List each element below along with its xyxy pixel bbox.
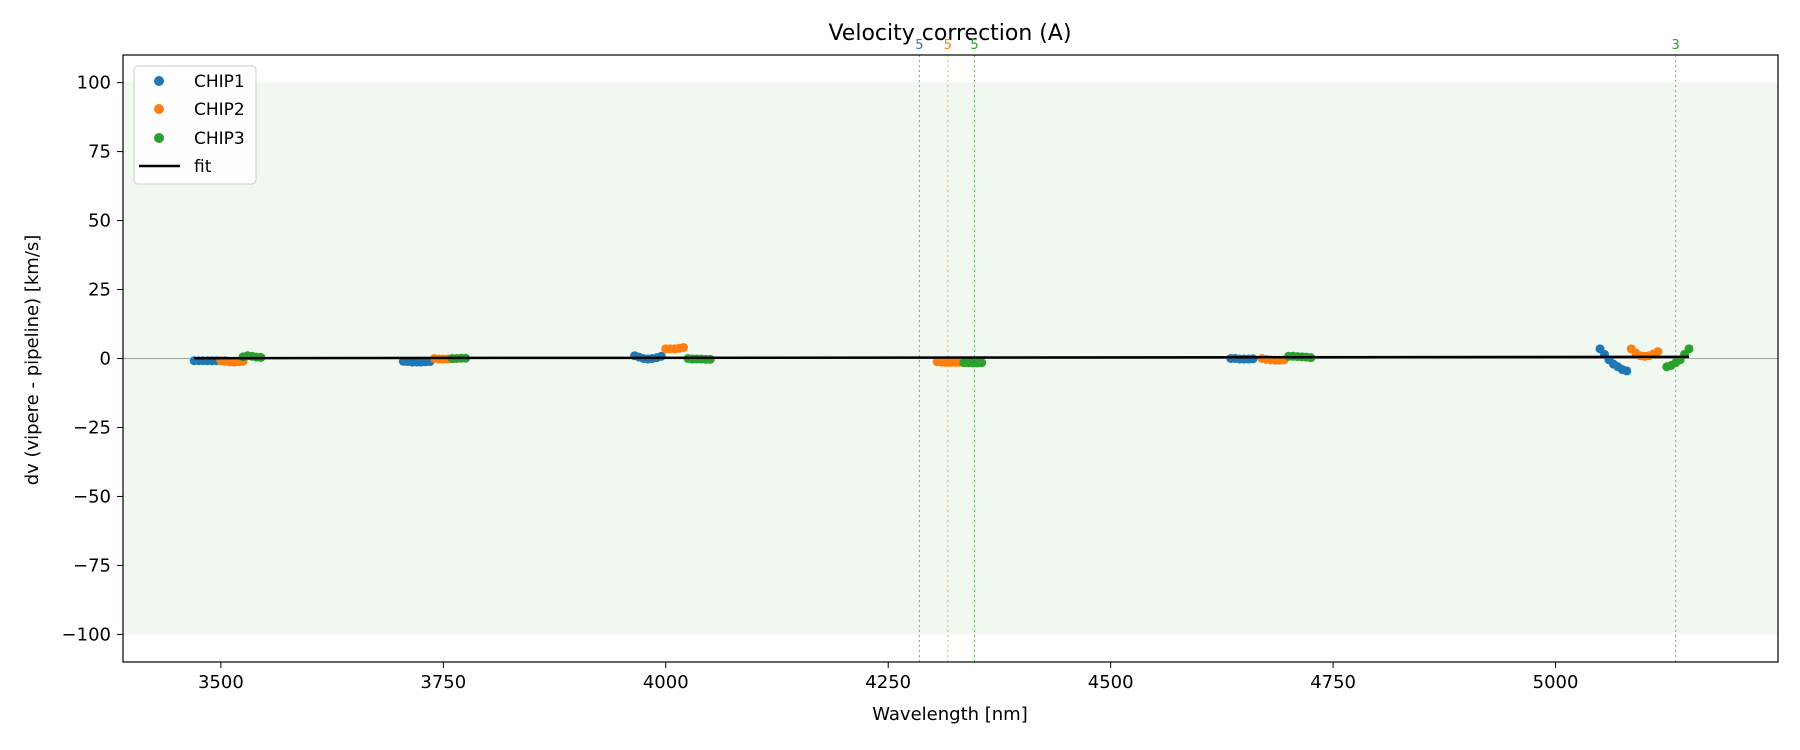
flag-label: 5 — [970, 38, 978, 53]
y-tick-label: −75 — [73, 555, 111, 576]
legend-marker-chip3 — [154, 133, 164, 143]
y-tick-label: 25 — [88, 280, 111, 301]
y-axis-ticks: 100 75 50 25 0 −25 −50 −75 −100 — [62, 73, 123, 645]
legend: CHIP1 CHIP2 CHIP3 fit — [133, 65, 257, 185]
legend-label-fit: fit — [194, 157, 212, 177]
y-axis-label: dv (vipere - pipeline) [km/s] — [22, 235, 43, 486]
point-chip3 — [1684, 344, 1694, 354]
y-tick-label: −25 — [73, 417, 111, 438]
legend-label-chip2: CHIP2 — [194, 100, 245, 120]
legend-marker-chip1 — [154, 76, 164, 86]
point-chip3 — [705, 354, 715, 364]
y-tick-label: 75 — [88, 142, 111, 163]
legend-label-chip3: CHIP3 — [194, 129, 245, 149]
y-tick-label: 100 — [77, 73, 111, 94]
flag-label: 5 — [915, 38, 923, 53]
point-chip2 — [1653, 347, 1663, 357]
x-tick-label: 4500 — [1088, 672, 1134, 693]
flag-label: 5 — [944, 38, 952, 53]
fit-line — [194, 355, 1690, 360]
flag-label: 3 — [1672, 38, 1680, 53]
point-chip1 — [1248, 354, 1258, 364]
chart-title: Velocity correction (A) — [828, 21, 1071, 46]
x-axis-label: Wavelength [nm] — [872, 704, 1028, 725]
y-tick-label: −100 — [62, 624, 111, 645]
y-tick-label: 0 — [100, 349, 111, 370]
legend-label-chip1: CHIP1 — [194, 72, 245, 92]
x-tick-label: 3750 — [420, 672, 466, 693]
point-chip3 — [977, 358, 987, 368]
y-tick-label: 50 — [88, 211, 111, 232]
x-tick-label: 4750 — [1310, 672, 1356, 693]
legend-box — [133, 65, 257, 185]
x-tick-label: 5000 — [1533, 672, 1579, 693]
point-chip2 — [679, 342, 689, 352]
legend-marker-chip2 — [154, 104, 164, 114]
x-axis-ticks: 3500 3750 4000 4250 4500 4750 5000 — [198, 662, 1578, 693]
x-tick-label: 3500 — [198, 672, 244, 693]
y-tick-label: −50 — [73, 486, 111, 507]
x-tick-label: 4000 — [643, 672, 689, 693]
x-tick-label: 4250 — [865, 672, 911, 693]
point-chip1 — [1622, 366, 1632, 376]
flag-lines: 5 5 5 3 — [915, 38, 1680, 662]
